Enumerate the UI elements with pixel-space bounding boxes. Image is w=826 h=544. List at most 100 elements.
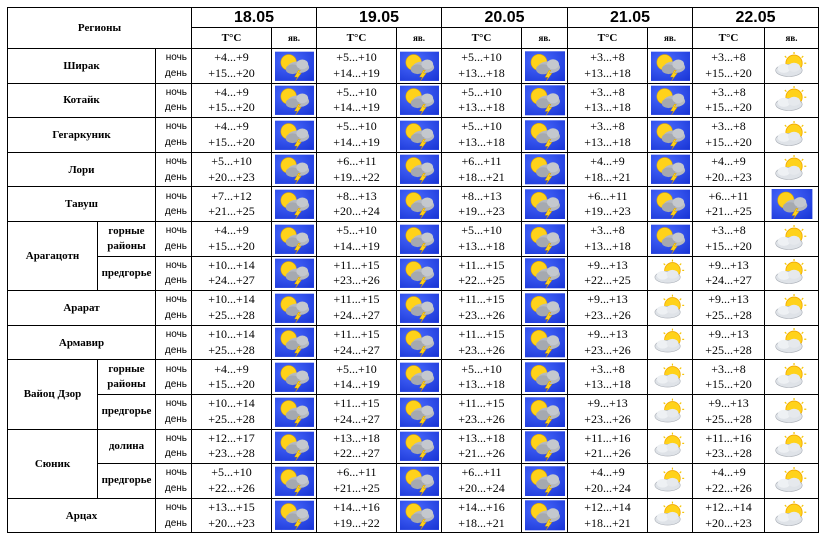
region-name: Арцах — [7, 497, 156, 534]
night-temp: +6...+11 — [587, 188, 628, 203]
temperature-cell: +3...+8 +15...+20 — [692, 117, 765, 153]
temperature-cell: +5...+10 +13...+18 — [441, 359, 522, 395]
temperature-cell: +4...+9 +15...+20 — [191, 359, 272, 395]
day-label: день — [164, 413, 187, 425]
temperature-cell: +11...+15 +23...+26 — [441, 290, 522, 326]
night-temp: +5...+10 — [336, 84, 377, 99]
night-label: ночь — [165, 432, 187, 444]
night-temp: +6...+11 — [336, 465, 377, 480]
day-temp: +21...+26 — [584, 446, 631, 461]
day-temp: +13...+18 — [458, 238, 505, 253]
weather-icon-cell — [271, 255, 317, 292]
day-temp: +20...+24 — [458, 480, 505, 495]
temperature-cell: +6...+11 +20...+24 — [441, 463, 522, 499]
sun-cloud-lightning-icon — [274, 120, 314, 150]
weather-icon-cell — [396, 463, 442, 499]
weather-icon-cell — [521, 428, 568, 465]
date-header: 22.05 — [692, 7, 819, 28]
temperature-cell: +5...+10 +13...+18 — [441, 82, 522, 119]
temperature-cell: +3...+8 +15...+20 — [692, 221, 765, 257]
day-temp: +25...+28 — [705, 307, 752, 322]
region-name: Гегаркуник — [7, 117, 156, 153]
sun-cloud-lightning-icon — [524, 431, 565, 462]
weather-icon-cell — [647, 48, 693, 84]
sun-cloud-lightning-icon — [524, 500, 565, 531]
night-temp: +7...+12 — [211, 188, 252, 203]
weather-icon-cell — [271, 186, 317, 222]
weather-icon-cell — [271, 394, 317, 430]
night-temp: +5...+10 — [336, 223, 377, 238]
sun-cloud-lightning-icon — [524, 189, 565, 220]
day-temp: +13...+18 — [584, 65, 631, 80]
period-labels: ночь день — [155, 82, 192, 119]
day-temp: +24...+27 — [333, 342, 380, 357]
day-temp: +20...+24 — [584, 480, 631, 495]
temperature-cell: +11...+15 +23...+26 — [441, 324, 522, 361]
temperature-cell: +6...+11 +19...+23 — [567, 186, 648, 222]
temp-col-header: T°C — [191, 27, 272, 49]
temperature-cell: +5...+10 +14...+19 — [316, 48, 397, 84]
temperature-cell: +9...+13 +24...+27 — [692, 255, 765, 292]
temperature-cell: +11...+16 +23...+28 — [692, 428, 765, 465]
temperature-cell: +4...+9 +15...+20 — [191, 221, 272, 257]
region-name: Котайк — [7, 82, 156, 119]
night-label: ночь — [165, 329, 187, 341]
weather-icon-cell — [764, 255, 819, 292]
day-temp: +25...+28 — [705, 411, 752, 426]
night-temp: +3...+8 — [711, 361, 746, 376]
sun-cloud-lightning-icon — [524, 50, 565, 81]
day-temp: +23...+28 — [208, 446, 255, 461]
day-temp: +21...+26 — [458, 446, 505, 461]
temperature-cell: +10...+14 +25...+28 — [191, 324, 272, 361]
sun-cloud-icon — [774, 362, 806, 388]
date-header: 21.05 — [567, 7, 693, 28]
weather-icon-cell — [396, 221, 442, 257]
period-labels: ночь день — [155, 463, 192, 499]
sun-cloud-lightning-icon — [524, 465, 565, 497]
day-temp: +18...+21 — [584, 169, 631, 184]
day-label: день — [164, 206, 187, 218]
sun-cloud-lightning-icon — [399, 120, 439, 150]
sun-cloud-icon — [774, 293, 806, 319]
night-temp: +11...+15 — [333, 327, 380, 342]
day-temp: +23...+26 — [584, 307, 631, 322]
sun-cloud-lightning-icon — [399, 189, 439, 219]
day-temp: +21...+25 — [208, 204, 255, 219]
sun-cloud-lightning-icon — [274, 293, 314, 323]
region-name: Тавуш — [7, 186, 156, 222]
night-temp: +13...+15 — [208, 500, 255, 515]
sun-cloud-lightning-icon — [399, 500, 439, 531]
temperature-cell: +10...+14 +25...+28 — [191, 290, 272, 326]
weather-icon-cell — [764, 151, 819, 188]
weather-icon-cell — [521, 324, 568, 361]
night-temp: +12...+14 — [584, 500, 631, 515]
night-temp: +9...+13 — [587, 292, 628, 307]
weather-icon-cell — [521, 221, 568, 257]
day-temp: +14...+19 — [333, 377, 380, 392]
weather-icon-cell — [647, 394, 693, 430]
weather-icon-cell — [647, 463, 693, 499]
weather-icon-cell — [271, 221, 317, 257]
temperature-cell: +13...+18 +22...+27 — [316, 428, 397, 465]
sun-cloud-lightning-icon — [399, 293, 439, 323]
night-temp: +4...+9 — [214, 50, 249, 65]
sun-cloud-lightning-icon — [274, 431, 314, 462]
night-temp: +11...+15 — [333, 396, 380, 411]
sun-cloud-lightning-icon — [524, 223, 565, 254]
sun-cloud-lightning-icon — [274, 51, 314, 81]
temperature-cell: +4...+9 +20...+24 — [567, 463, 648, 499]
day-temp: +21...+25 — [333, 480, 380, 495]
night-temp: +5...+10 — [336, 361, 377, 376]
weather-icon-cell — [647, 255, 693, 292]
night-temp: +5...+10 — [461, 50, 502, 65]
temperature-cell: +3...+8 +13...+18 — [567, 82, 648, 119]
weather-icon-cell — [764, 463, 819, 499]
day-temp: +18...+21 — [458, 515, 505, 530]
weather-icon-cell — [396, 151, 442, 188]
temperature-cell: +5...+10 +22...+26 — [191, 463, 272, 499]
sun-cloud-icon — [774, 259, 806, 284]
sun-cloud-lightning-icon — [524, 258, 565, 289]
night-temp: +6...+11 — [461, 465, 502, 480]
weather-icon-cell — [764, 290, 819, 326]
day-temp: +23...+26 — [333, 273, 380, 288]
